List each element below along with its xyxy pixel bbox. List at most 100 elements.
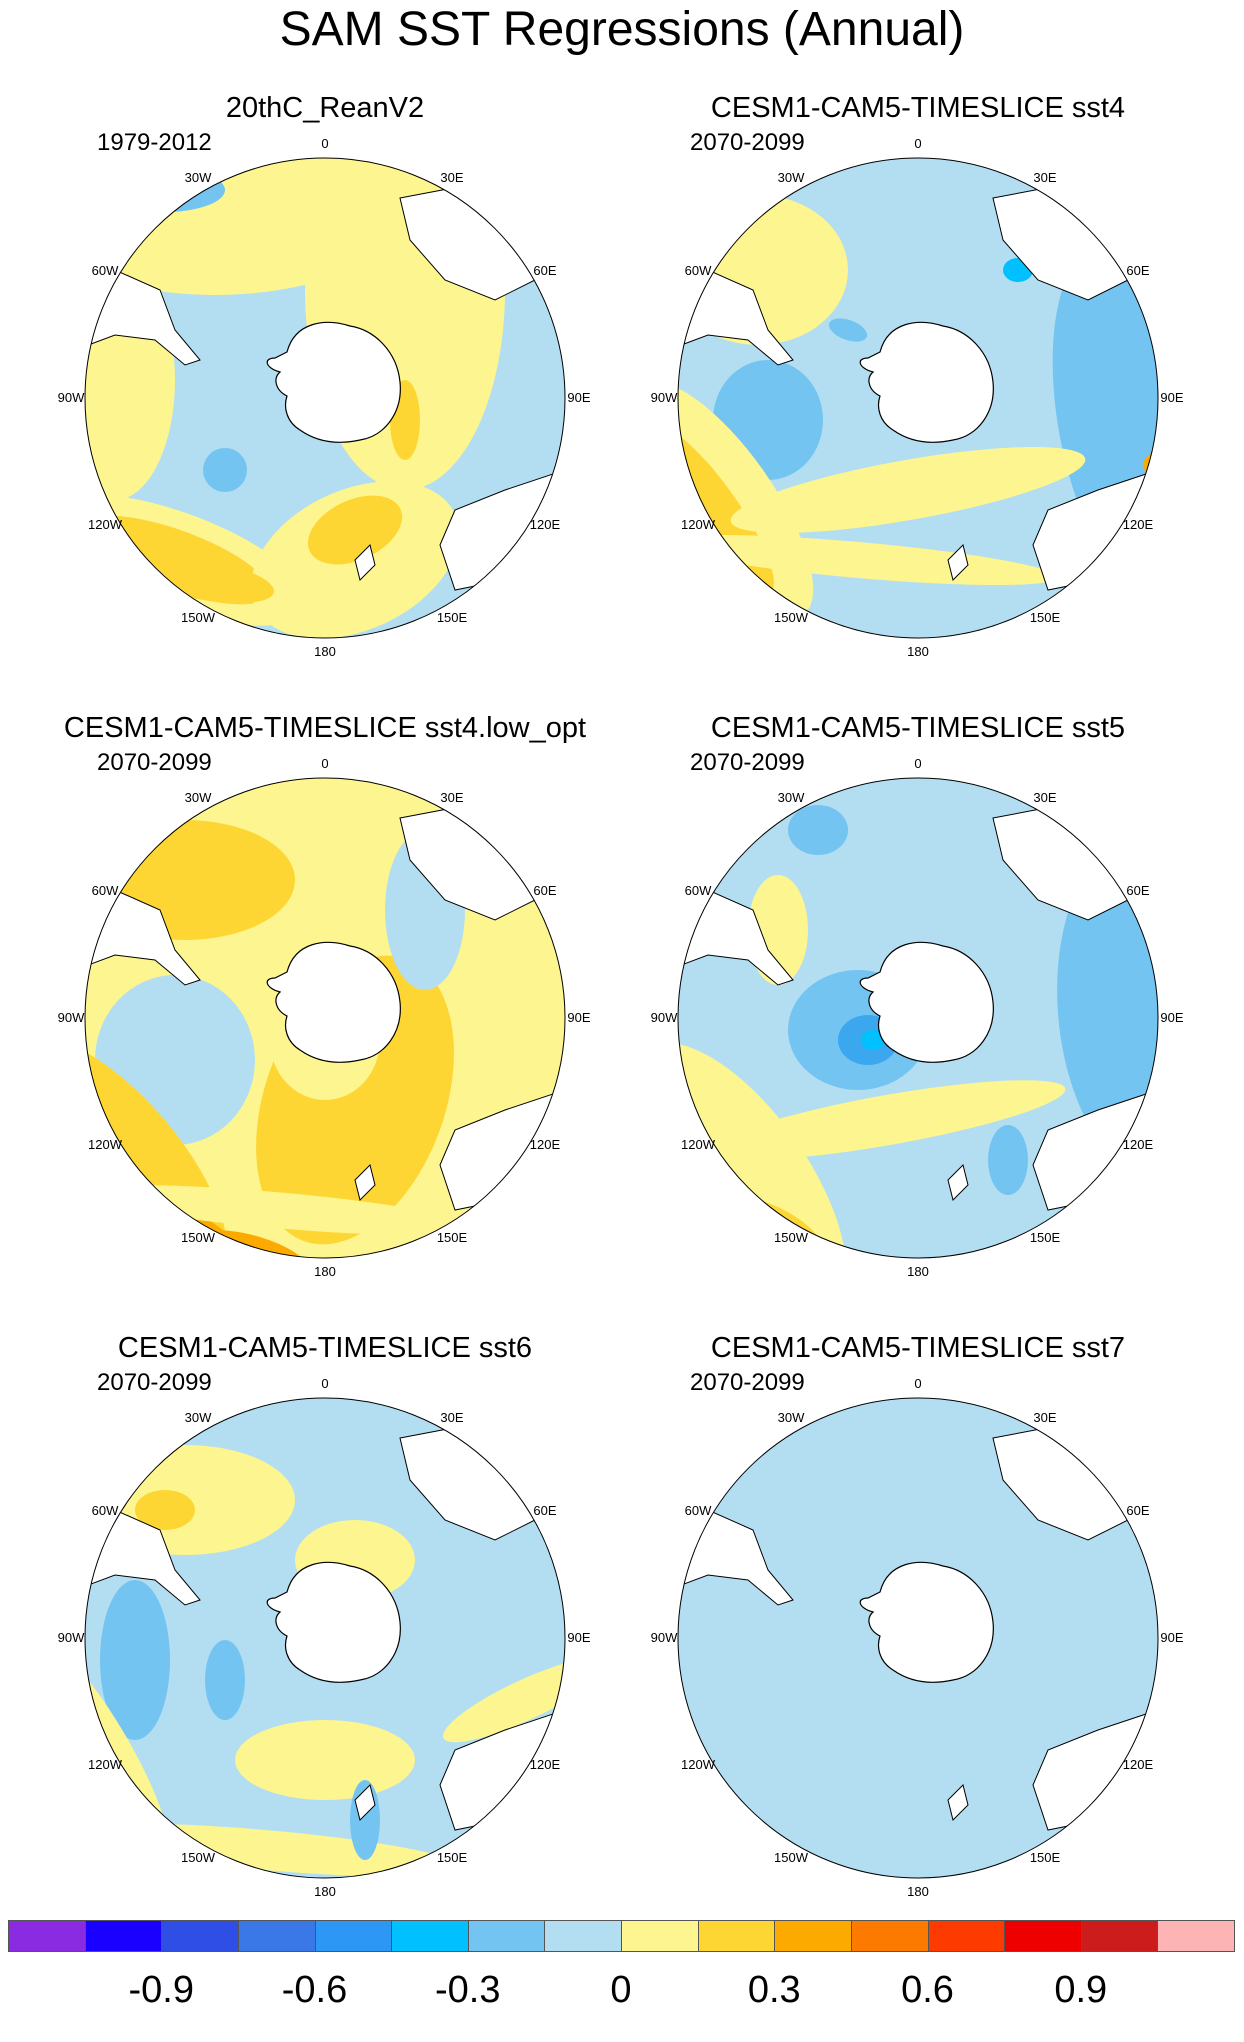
longitude-label: 150W	[181, 1230, 216, 1245]
antarctica-landmass	[266, 1561, 401, 1683]
panel-title: CESM1-CAM5-TIMESLICE sst6	[117, 1332, 533, 1364]
sst-anomaly-region	[442, 1657, 565, 1743]
colorbar-swatch	[1004, 1920, 1082, 1952]
colorbar-swatch	[927, 1920, 1006, 1952]
longitude-label: 150W	[181, 610, 216, 625]
longitude-label: 0	[914, 136, 921, 151]
longitude-label: 90E	[1160, 1630, 1183, 1645]
longitude-label: 0	[321, 1376, 328, 1391]
sst-anomaly-region	[623, 342, 673, 358]
panel-period: 2070-2099	[97, 1369, 212, 1396]
antarctica-landmass	[859, 941, 994, 1063]
longitude-label: 30E	[440, 170, 463, 185]
colorbar-swatch	[1080, 1920, 1159, 1952]
map-panel-sst7: CESM1-CAM5-TIMESLICE sst7 2070-2099 0 30E…	[618, 1330, 1218, 1930]
colorbar-swatch	[8, 1920, 86, 1952]
longitude-label: 150E	[437, 1850, 468, 1865]
longitude-label: 120E	[530, 517, 561, 532]
longitude-label: 180	[907, 644, 929, 659]
longitude-label: 60W	[685, 263, 712, 278]
longitude-label: 30E	[440, 1410, 463, 1425]
longitude-label: 150W	[774, 610, 809, 625]
longitude-label: 150W	[774, 1230, 809, 1245]
longitude-label: 90E	[1160, 390, 1183, 405]
colorbar	[8, 1920, 1235, 1954]
longitude-label: 120W	[88, 517, 123, 532]
panel-title: CESM1-CAM5-TIMESLICE sst5	[710, 712, 1126, 744]
longitude-label: 120W	[681, 1137, 716, 1152]
map-panel-low-opt: CESM1-CAM5-TIMESLICE sst4.low_opt 2070-2…	[25, 710, 625, 1310]
longitude-label: 30W	[778, 790, 805, 805]
longitude-label: 0	[914, 756, 921, 771]
longitude-label: 90W	[651, 390, 678, 405]
map-panel-rean: 20thC_ReanV2 1979-2012 0 30E 60E 90E 120E 150…	[25, 90, 625, 690]
sst-field	[85, 1398, 565, 1878]
longitude-label: 90W	[651, 1010, 678, 1025]
longitude-label: 120W	[681, 517, 716, 532]
colorbar-tick-label: -0.6	[281, 1969, 348, 2011]
antarctica-landmass	[266, 941, 401, 1063]
longitude-label: 60E	[533, 883, 556, 898]
colorbar-swatch	[621, 1920, 699, 1952]
colorbar-swatch	[850, 1920, 929, 1952]
polar-map: 0 30E 60E 90E 120E 150E 180 150W 120W 90W 60W 30W	[58, 756, 591, 1279]
map-boundary	[84, 157, 566, 639]
longitude-label: 90E	[567, 390, 590, 405]
longitude-label: 150E	[437, 1230, 468, 1245]
longitude-label: 30W	[185, 1410, 212, 1425]
polar-map: 0 30E 60E 90E 120E 150E 180 150W 120W 90W 60W 30W	[58, 136, 591, 659]
polar-map: 0 30E 60E 90E 120E 150E 180 150W 120W 90W 60W 30W	[623, 136, 1184, 659]
sst-field	[678, 1398, 1158, 1878]
colorbar-tick-label: -0.3	[435, 1969, 501, 2011]
panel-period: 2070-2099	[690, 129, 805, 156]
map-boundary	[677, 1397, 1159, 1879]
colorbar-tick-label: 0	[610, 1969, 632, 2011]
new-zealand-landmass	[947, 1164, 969, 1201]
sst-anomaly-region	[205, 1640, 245, 1720]
longitude-label: 60E	[533, 1503, 556, 1518]
sst-anomaly-region	[861, 1030, 885, 1050]
sst-anomaly-region	[788, 805, 848, 855]
sst-anomaly-region	[203, 448, 247, 492]
colorbar-swatch	[1157, 1920, 1235, 1952]
longitude-label: 120E	[530, 1137, 561, 1152]
longitude-label: 0	[321, 756, 328, 771]
colorbar-tick-label: 0.9	[1054, 1969, 1108, 2011]
panel-title: 20thC_ReanV2	[225, 92, 425, 124]
sst-field	[85, 778, 565, 1258]
sst-anomaly-region	[100, 1580, 170, 1740]
colorbar-swatch	[161, 1920, 239, 1952]
longitude-label: 120E	[530, 1757, 561, 1772]
longitude-label: 90W	[58, 390, 85, 405]
new-zealand-landmass	[354, 1784, 376, 1821]
longitude-label: 90W	[58, 1010, 85, 1025]
longitude-label: 150W	[774, 1850, 809, 1865]
sst-anomaly-region	[988, 1125, 1028, 1195]
longitude-label: 60E	[1126, 883, 1149, 898]
longitude-label: 120E	[1123, 1137, 1154, 1152]
map-panel-sst6: CESM1-CAM5-TIMESLICE sst6 2070-2099 0 30E…	[25, 1330, 625, 1930]
longitude-label: 60W	[685, 883, 712, 898]
longitude-label: 30W	[185, 170, 212, 185]
longitude-label: 30E	[1033, 1410, 1056, 1425]
longitude-label: 30E	[1033, 170, 1056, 185]
new-zealand-landmass	[354, 544, 376, 581]
antarctica-landmass	[859, 321, 994, 443]
panel-period: 2070-2099	[690, 1369, 805, 1396]
longitude-label: 120W	[88, 1757, 123, 1772]
sst-anomaly-region	[135, 1490, 195, 1530]
longitude-label: 120W	[681, 1757, 716, 1772]
sst-anomaly-region	[730, 446, 1086, 534]
map-boundary	[677, 157, 1159, 639]
longitude-label: 60E	[1126, 263, 1149, 278]
longitude-label: 90W	[651, 1630, 678, 1645]
longitude-label: 180	[314, 1264, 336, 1279]
map-boundary	[84, 777, 566, 1259]
longitude-label: 30W	[778, 170, 805, 185]
colorbar-swatch	[774, 1920, 852, 1952]
colorbar-tick-label: -0.9	[128, 1969, 194, 2011]
longitude-label: 150E	[1030, 1850, 1061, 1865]
sst-anomaly-region	[235, 1720, 415, 1800]
longitude-label: 90W	[58, 1630, 85, 1645]
sst-anomaly-region	[85, 1184, 475, 1236]
